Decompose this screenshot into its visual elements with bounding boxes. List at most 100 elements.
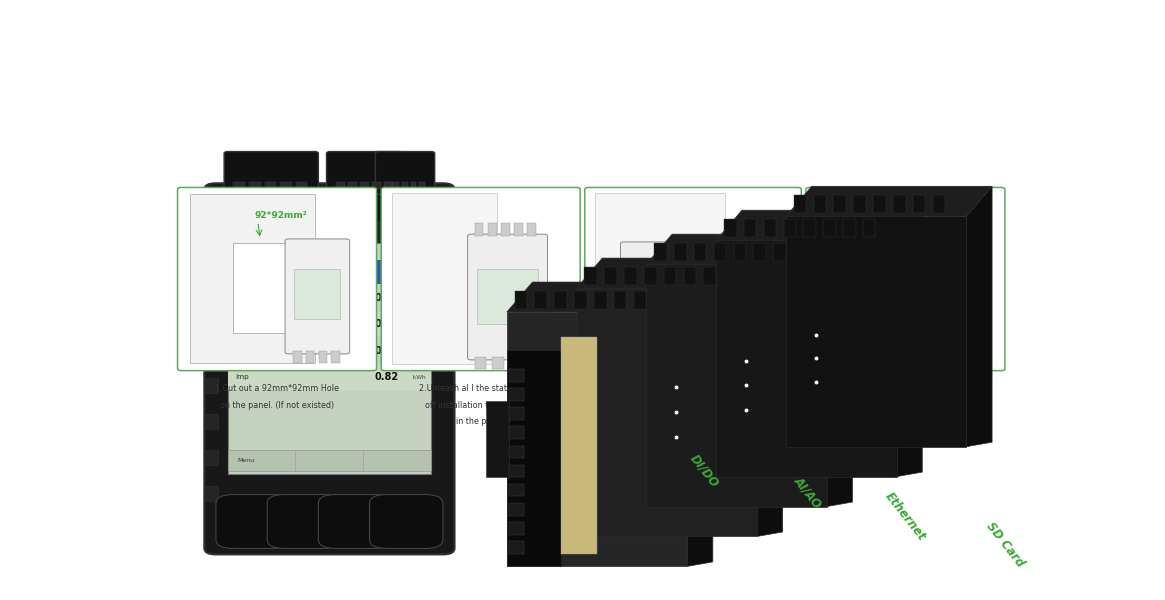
Bar bbox=[476, 269, 538, 324]
Text: 000.0: 000.0 bbox=[374, 293, 405, 303]
Bar bbox=[793, 195, 806, 213]
Bar bbox=[843, 219, 855, 237]
Bar bbox=[664, 267, 677, 285]
Bar bbox=[874, 195, 885, 213]
FancyBboxPatch shape bbox=[829, 302, 909, 360]
Bar bbox=[227, 450, 431, 470]
Bar bbox=[514, 223, 523, 236]
Bar bbox=[835, 357, 845, 369]
Bar bbox=[714, 243, 726, 261]
Bar bbox=[754, 243, 767, 261]
Bar bbox=[784, 219, 796, 237]
Bar bbox=[204, 485, 218, 500]
Text: 0.82: 0.82 bbox=[374, 372, 398, 382]
Bar bbox=[774, 243, 786, 261]
Text: on the panel. (If not existed): on the panel. (If not existed) bbox=[220, 401, 334, 410]
Bar bbox=[824, 219, 835, 237]
Bar bbox=[574, 291, 587, 309]
Bar bbox=[716, 240, 897, 476]
FancyBboxPatch shape bbox=[216, 494, 289, 548]
FancyBboxPatch shape bbox=[177, 187, 376, 371]
Bar bbox=[486, 401, 509, 478]
Bar bbox=[833, 195, 846, 213]
Bar bbox=[675, 243, 686, 261]
Bar bbox=[233, 243, 288, 333]
Bar bbox=[507, 350, 562, 566]
Bar bbox=[704, 267, 716, 285]
Text: A: A bbox=[421, 322, 426, 327]
Polygon shape bbox=[687, 282, 713, 566]
Bar bbox=[507, 312, 687, 566]
Bar bbox=[336, 182, 345, 189]
Polygon shape bbox=[897, 210, 923, 476]
Bar bbox=[655, 243, 666, 261]
FancyBboxPatch shape bbox=[621, 242, 697, 350]
Polygon shape bbox=[716, 210, 923, 240]
Bar bbox=[601, 280, 627, 337]
Bar bbox=[528, 357, 539, 369]
Text: kWh: kWh bbox=[411, 374, 426, 380]
Text: I avg: I avg bbox=[235, 322, 253, 328]
Bar bbox=[594, 291, 607, 309]
Bar bbox=[630, 270, 686, 317]
Text: P total: P total bbox=[235, 348, 259, 354]
Bar bbox=[509, 369, 523, 382]
Text: 4.Installation complete.: 4.Installation complete. bbox=[857, 384, 953, 393]
Bar bbox=[360, 182, 369, 189]
Bar bbox=[577, 288, 757, 536]
Bar bbox=[493, 357, 504, 369]
Bar bbox=[204, 378, 218, 393]
Bar bbox=[294, 351, 302, 363]
Bar bbox=[863, 202, 868, 212]
Text: 3.Fixed the meter on panel by: 3.Fixed the meter on panel by bbox=[633, 384, 754, 393]
Bar bbox=[933, 195, 945, 213]
Bar bbox=[509, 503, 523, 515]
Text: Ethernet: Ethernet bbox=[883, 490, 929, 544]
Bar bbox=[786, 216, 967, 446]
FancyBboxPatch shape bbox=[375, 152, 435, 194]
Bar bbox=[474, 357, 487, 369]
Bar bbox=[804, 219, 815, 237]
FancyBboxPatch shape bbox=[806, 187, 1005, 371]
FancyBboxPatch shape bbox=[326, 152, 403, 194]
Text: Imp: Imp bbox=[235, 374, 249, 380]
Bar bbox=[684, 267, 697, 285]
Circle shape bbox=[641, 293, 683, 315]
Bar bbox=[853, 195, 866, 213]
Bar bbox=[510, 357, 522, 369]
Text: 0.000: 0.000 bbox=[374, 346, 405, 356]
FancyBboxPatch shape bbox=[224, 152, 318, 194]
Bar bbox=[204, 342, 218, 357]
Bar bbox=[230, 228, 246, 240]
Bar bbox=[856, 230, 895, 259]
Bar bbox=[509, 464, 523, 478]
Bar bbox=[595, 193, 725, 364]
Polygon shape bbox=[757, 258, 783, 536]
Bar bbox=[813, 195, 826, 213]
Bar bbox=[723, 267, 736, 285]
Bar bbox=[264, 182, 276, 189]
Bar bbox=[854, 202, 860, 212]
Text: APM: APM bbox=[414, 229, 437, 238]
Polygon shape bbox=[827, 234, 853, 506]
Bar bbox=[535, 291, 548, 309]
Polygon shape bbox=[507, 282, 713, 312]
Text: in the panel.: in the panel. bbox=[456, 418, 506, 427]
Bar bbox=[372, 182, 381, 189]
Polygon shape bbox=[577, 258, 783, 288]
Polygon shape bbox=[967, 186, 993, 446]
Bar bbox=[849, 357, 859, 369]
Bar bbox=[419, 182, 425, 189]
Bar bbox=[793, 243, 806, 261]
Text: using the incidental brackets: using the incidental brackets bbox=[635, 401, 751, 410]
Text: 2.Unleash al l the static, move: 2.Unleash al l the static, move bbox=[419, 384, 542, 393]
Bar bbox=[249, 182, 261, 189]
Bar bbox=[474, 223, 483, 236]
Bar bbox=[296, 182, 308, 189]
Text: V: V bbox=[421, 296, 426, 301]
Text: 92*92mm²: 92*92mm² bbox=[254, 211, 306, 220]
Bar bbox=[877, 357, 887, 369]
Text: with buckle.: with buckle. bbox=[669, 418, 718, 427]
Text: Summary: Summary bbox=[234, 268, 280, 277]
Text: AI/AO: AI/AO bbox=[792, 475, 825, 511]
